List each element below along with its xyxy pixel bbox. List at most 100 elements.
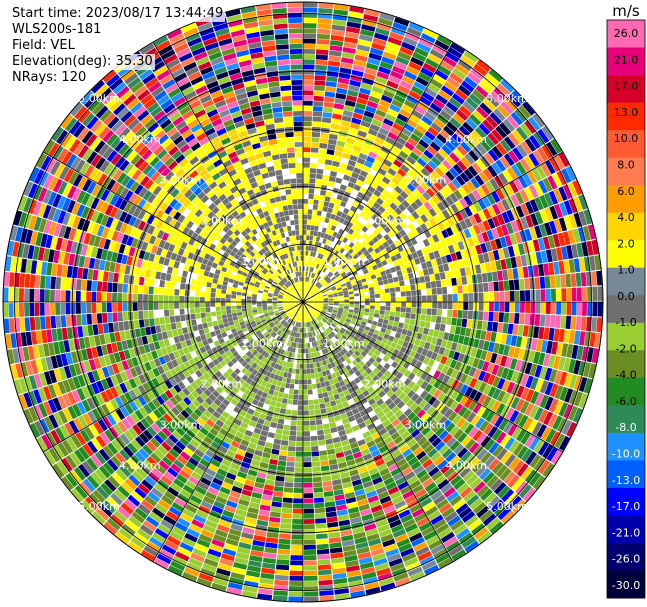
gate-cell bbox=[314, 311, 319, 316]
gate-cell bbox=[309, 415, 316, 421]
gate-cell bbox=[482, 196, 492, 208]
gate-cell bbox=[468, 519, 482, 532]
gate-cell bbox=[314, 497, 324, 503]
gate-cell bbox=[512, 268, 519, 280]
gate-cell bbox=[246, 299, 252, 302]
gate-cell bbox=[392, 276, 399, 283]
gate-cell bbox=[433, 345, 441, 354]
gate-cell bbox=[510, 194, 520, 207]
gate-cell bbox=[317, 334, 322, 340]
gate-cell bbox=[163, 515, 177, 526]
gate-cell bbox=[573, 196, 583, 212]
gate-cell bbox=[322, 318, 327, 323]
gate-cell bbox=[542, 444, 554, 459]
gate-cell bbox=[356, 44, 371, 52]
gate-cell bbox=[384, 398, 393, 406]
gate-cell bbox=[268, 366, 274, 373]
gate-cell bbox=[336, 246, 343, 252]
gate-cell bbox=[355, 49, 369, 57]
gate-cell bbox=[473, 338, 480, 349]
gate-cell bbox=[499, 236, 508, 248]
gate-cell bbox=[244, 370, 252, 377]
gate-cell bbox=[381, 337, 388, 344]
gate-cell bbox=[304, 276, 306, 282]
gate-cell bbox=[304, 292, 307, 298]
gate-cell bbox=[309, 290, 314, 295]
gate-cell bbox=[394, 281, 400, 288]
gate-cell bbox=[416, 42, 431, 53]
gate-cell bbox=[119, 465, 132, 478]
gate-cell bbox=[456, 145, 468, 156]
gate-cell bbox=[400, 307, 406, 313]
gate-cell bbox=[303, 333, 305, 338]
gate-cell bbox=[412, 51, 427, 62]
gate-cell bbox=[422, 91, 435, 102]
gate-cell bbox=[354, 304, 360, 308]
gate-cell bbox=[371, 85, 384, 95]
gate-cell bbox=[179, 400, 188, 409]
gate-cell bbox=[299, 322, 301, 328]
gate-cell bbox=[388, 320, 394, 326]
gate-cell bbox=[379, 61, 393, 70]
gate-cell bbox=[464, 266, 472, 276]
gate-cell bbox=[349, 341, 355, 347]
gate-cell bbox=[388, 335, 395, 342]
gate-cell bbox=[257, 401, 265, 408]
gate-cell bbox=[307, 251, 311, 256]
gate-cell bbox=[290, 378, 295, 384]
gate-cell bbox=[205, 449, 216, 459]
gate-cell bbox=[561, 168, 572, 184]
gate-cell bbox=[581, 241, 589, 257]
gate-cell bbox=[223, 477, 235, 486]
gate-cell bbox=[341, 152, 351, 160]
gate-cell bbox=[359, 262, 366, 269]
gate-cell bbox=[200, 529, 214, 539]
gate-cell bbox=[312, 304, 318, 307]
gate-cell bbox=[191, 519, 205, 529]
gate-cell bbox=[411, 85, 424, 96]
gate-cell bbox=[318, 296, 323, 299]
gate-cell bbox=[442, 56, 457, 68]
gate-cell bbox=[124, 498, 137, 511]
gate-cell bbox=[355, 234, 362, 241]
gate-cell bbox=[385, 306, 391, 311]
gate-cell bbox=[303, 379, 308, 385]
gate-cell bbox=[246, 304, 252, 308]
gate-cell bbox=[372, 176, 382, 185]
gate-cell bbox=[404, 141, 415, 151]
gate-cell bbox=[323, 106, 333, 113]
gate-cell bbox=[393, 141, 404, 150]
gate-cell bbox=[473, 63, 488, 77]
gate-cell bbox=[275, 564, 290, 571]
gate-cell bbox=[319, 248, 323, 254]
gate-cell bbox=[432, 234, 440, 243]
gate-cell bbox=[515, 205, 525, 218]
gate-cell bbox=[259, 334, 265, 340]
gate-cell bbox=[360, 29, 375, 37]
gate-cell bbox=[285, 409, 292, 415]
gate-cell bbox=[551, 302, 556, 315]
gate-cell bbox=[406, 27, 422, 37]
gate-cell bbox=[433, 181, 443, 191]
gate-cell bbox=[425, 245, 433, 254]
gate-cell bbox=[452, 351, 460, 361]
gate-cell bbox=[102, 313, 108, 323]
gate-cell bbox=[295, 327, 298, 332]
gate-cell bbox=[304, 287, 307, 292]
gate-cell bbox=[303, 312, 305, 318]
gate-cell bbox=[342, 401, 350, 408]
gate-cell bbox=[29, 303, 35, 317]
gate-cell bbox=[383, 344, 391, 351]
gate-cell bbox=[347, 16, 363, 24]
gate-cell bbox=[210, 441, 221, 450]
gate-cell bbox=[404, 471, 416, 481]
gate-cell bbox=[304, 332, 307, 338]
gate-cell bbox=[315, 281, 319, 286]
gate-cell bbox=[201, 401, 210, 410]
gate-cell bbox=[226, 375, 234, 383]
gate-cell bbox=[375, 27, 390, 36]
gate-cell bbox=[433, 118, 446, 129]
gate-cell bbox=[361, 165, 371, 173]
gate-cell bbox=[328, 253, 334, 259]
gate-cell bbox=[313, 286, 318, 291]
